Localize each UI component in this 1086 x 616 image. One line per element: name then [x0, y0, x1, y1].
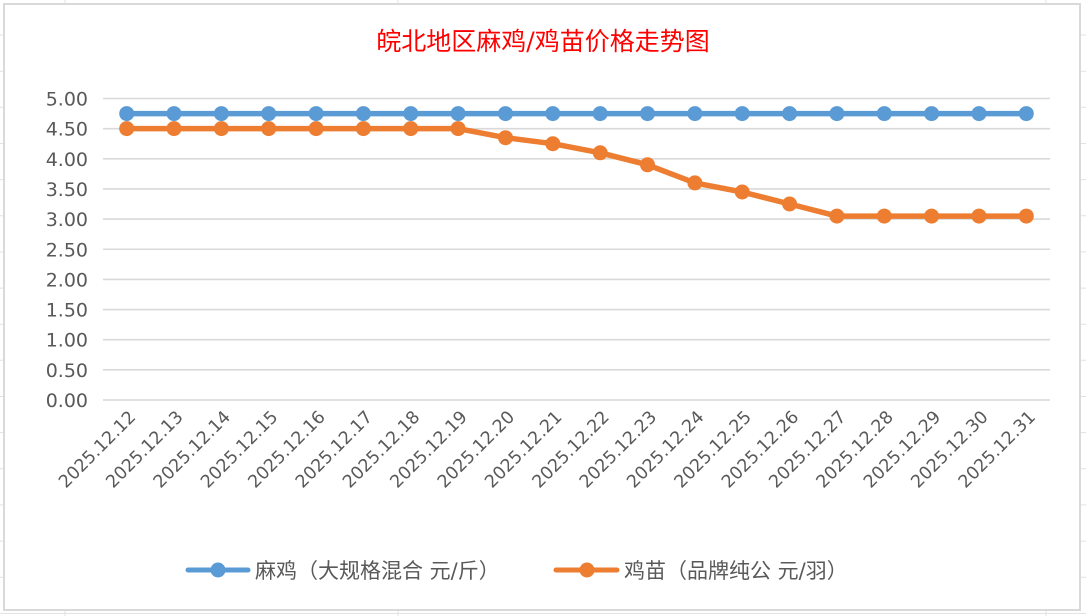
data-point[interactable]	[640, 106, 655, 122]
y-axis-tick-labels: 0.00 0.50 1.00 1.50 2.00 2.50 3.00 3.50 4.00 4.50…	[46, 89, 88, 413]
gridlines	[103, 97, 1050, 401]
legend-item-ji-miao[interactable]: 鸡苗（品牌纯公 元/羽）	[553, 559, 848, 583]
data-point[interactable]	[450, 121, 466, 137]
data-point[interactable]	[924, 106, 940, 122]
chart-title: 皖北地区麻鸡/鸡苗价格走势图	[376, 27, 709, 56]
data-point[interactable]	[1018, 106, 1034, 122]
y-tick-label: 0.50	[46, 360, 88, 382]
data-point[interactable]	[166, 121, 182, 137]
legend-item-ma-ji[interactable]: 麻鸡（大规格混合 元/斤）	[185, 559, 500, 583]
data-point[interactable]	[545, 106, 561, 122]
chart-object[interactable]	[3, 3, 1081, 611]
data-point[interactable]	[450, 106, 466, 122]
data-point[interactable]	[829, 208, 845, 224]
data-point[interactable]	[734, 184, 750, 200]
data-point[interactable]	[687, 175, 703, 191]
y-tick-label: 4.50	[46, 119, 88, 141]
data-point[interactable]	[592, 145, 608, 161]
series-0	[119, 106, 1034, 122]
y-tick-label: 5.00	[46, 89, 88, 111]
data-point[interactable]	[687, 106, 703, 122]
data-point[interactable]	[119, 121, 135, 137]
y-tick-label: 2.00	[46, 269, 88, 291]
legend-swatch-marker-ji-miao	[579, 562, 595, 578]
data-point[interactable]	[498, 106, 513, 122]
data-point[interactable]	[403, 121, 419, 137]
x-axis-tick-labels: 2025.12.122025.12.132025.12.142025.12.15…	[55, 407, 1040, 492]
y-tick-label: 0.00	[46, 390, 88, 412]
y-tick-label: 1.00	[46, 330, 88, 352]
y-tick-label: 3.50	[46, 179, 88, 201]
data-point[interactable]	[119, 106, 135, 122]
data-point[interactable]	[498, 130, 513, 146]
data-point[interactable]	[213, 121, 229, 137]
series-1	[119, 121, 1034, 224]
data-point[interactable]	[876, 106, 892, 122]
y-tick-label: 4.00	[46, 149, 88, 171]
data-point[interactable]	[782, 106, 798, 122]
series-layer	[119, 106, 1034, 224]
data-point[interactable]	[308, 106, 324, 122]
data-point[interactable]	[166, 106, 182, 122]
data-point[interactable]	[355, 106, 371, 122]
series-line	[123, 125, 1030, 219]
y-tick-label: 3.00	[46, 209, 88, 231]
y-tick-label: 1.50	[46, 300, 88, 322]
data-point[interactable]	[782, 196, 798, 212]
data-point[interactable]	[640, 157, 655, 173]
data-point[interactable]	[308, 121, 324, 137]
data-point[interactable]	[261, 106, 277, 122]
data-point[interactable]	[734, 106, 750, 122]
legend-label-ji-miao: 鸡苗（品牌纯公 元/羽）	[624, 559, 848, 583]
data-point[interactable]	[261, 121, 277, 137]
data-point[interactable]	[971, 106, 987, 122]
y-tick-label: 2.50	[46, 239, 88, 261]
data-point[interactable]	[403, 106, 419, 122]
data-point[interactable]	[1018, 208, 1034, 224]
data-point[interactable]	[355, 121, 371, 137]
data-point[interactable]	[829, 106, 845, 122]
legend: 麻鸡（大规格混合 元/斤） 鸡苗（品牌纯公 元/羽）	[185, 559, 848, 583]
legend-swatch-marker-ma-ji	[210, 562, 226, 578]
data-point[interactable]	[545, 136, 561, 152]
data-point[interactable]	[592, 106, 608, 122]
legend-label-ma-ji: 麻鸡（大规格混合 元/斤）	[255, 559, 500, 583]
data-point[interactable]	[213, 106, 229, 122]
data-point[interactable]	[971, 208, 987, 224]
data-point[interactable]	[876, 208, 892, 224]
data-point[interactable]	[924, 208, 940, 224]
